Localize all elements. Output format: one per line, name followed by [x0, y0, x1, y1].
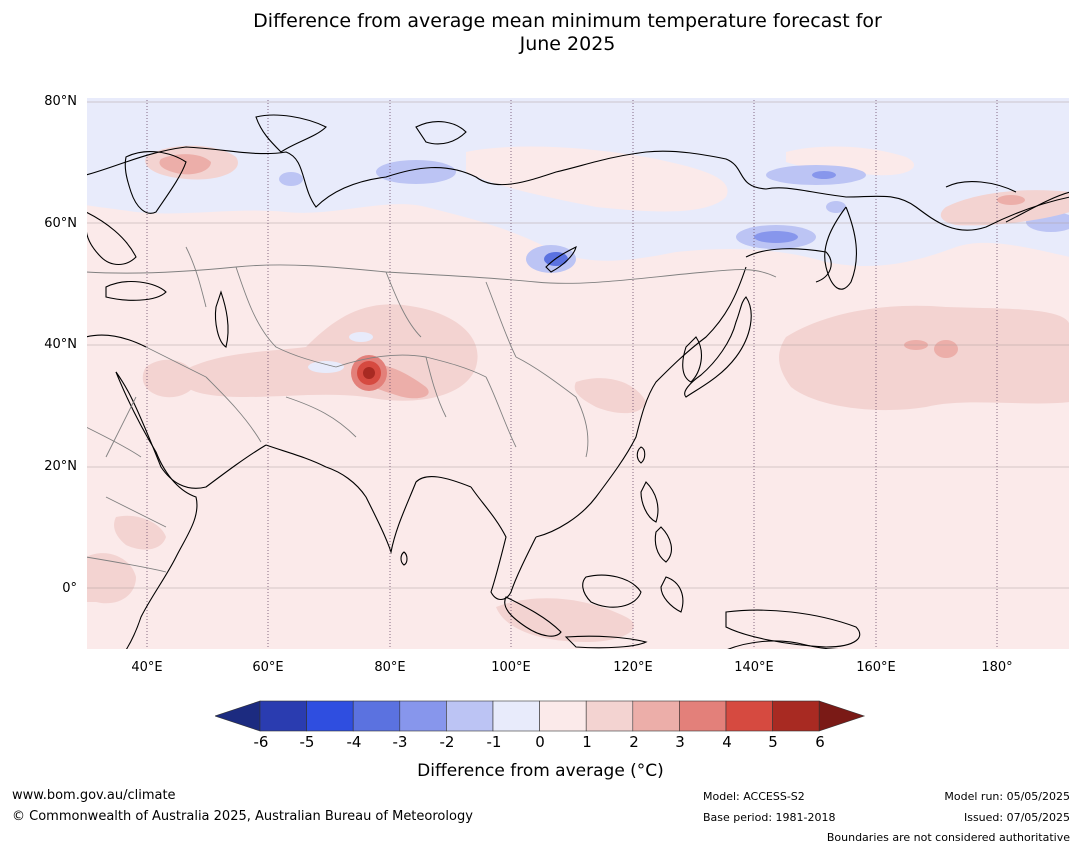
title-line-1: Difference from average mean minimum tem… — [253, 10, 882, 32]
anomaly-warm-alaska — [940, 190, 1070, 226]
map-border — [86, 97, 1070, 650]
lon-label-100e: 100°E — [491, 660, 531, 675]
anomaly-hotspot-core — [363, 367, 375, 379]
footer-base-period: Base period: 1981-2018 — [703, 811, 836, 824]
colorbar-label: Difference from average (°C) — [417, 761, 664, 781]
country-boundaries — [86, 246, 777, 573]
anomaly-warm-arabia — [142, 359, 196, 398]
colorbar-cell — [725, 700, 773, 732]
lon-label-180: 180° — [981, 660, 1013, 675]
colorbar-extend-high — [818, 700, 866, 732]
anomaly-cool-core-1 — [376, 160, 456, 184]
anomaly-cool-core-5 — [754, 231, 798, 243]
lon-label-140e: 140°E — [734, 660, 774, 675]
colorbar-tick-3: 3 — [675, 733, 685, 751]
colorbar-extend-low — [215, 700, 261, 732]
colorbar-cell — [539, 700, 587, 732]
lat-label-40n: 40°N — [44, 337, 77, 352]
anomaly-cool-core-3 — [812, 171, 836, 179]
lon-label-40e: 40°E — [131, 660, 163, 675]
colorbar-cell — [399, 700, 447, 732]
colorbar-tick-4: 4 — [722, 733, 732, 751]
colorbar-tick-m3: -3 — [392, 733, 408, 751]
lat-label-80n: 80°N — [44, 94, 77, 109]
colorbar-cell — [492, 700, 540, 732]
anomaly-warm-pacific — [779, 305, 1070, 411]
colorbar-tick-m6: -6 — [253, 733, 269, 751]
colorbar-cell — [772, 700, 820, 732]
footer-model: Model: ACCESS-S2 — [703, 790, 805, 803]
anomaly-cool-pamir — [308, 361, 344, 373]
colorbar-cell — [259, 700, 307, 732]
anomaly-warm-china — [574, 378, 646, 414]
anomaly-warm-africa-2 — [114, 515, 166, 550]
coastlines — [86, 114, 1070, 650]
colorbar-tick-6: 6 — [815, 733, 825, 751]
lon-label-120e: 120°E — [613, 660, 653, 675]
anomaly-cool-core-9 — [826, 201, 846, 213]
latitude-gridlines — [86, 101, 1070, 589]
map-title: Difference from average mean minimum tem… — [0, 10, 1081, 56]
colorbar-tick-m4: -4 — [346, 733, 362, 751]
anomaly-warm-alaska-core — [997, 195, 1025, 205]
footer-disclaimer: Boundaries are not considered authoritat… — [826, 831, 1070, 844]
title-line-2: June 2025 — [519, 33, 616, 55]
forecast-map — [86, 97, 1070, 650]
anomaly-warm-africa — [86, 553, 136, 604]
colorbar-tick-m5: -5 — [299, 733, 315, 751]
footer-copyright: © Commonwealth of Australia 2025, Austra… — [12, 809, 473, 824]
colorbar-tick-5: 5 — [768, 733, 778, 751]
colorbar-tick-m2: -2 — [439, 733, 455, 751]
colorbar-cell — [585, 700, 634, 732]
colorbar-cells — [215, 700, 866, 732]
colorbar-cell — [632, 700, 680, 732]
colorbar-cell — [352, 700, 401, 732]
anomaly-cool-core-8 — [279, 172, 303, 186]
colorbar-tick-m1: -1 — [486, 733, 502, 751]
lon-label-80e: 80°E — [374, 660, 406, 675]
lat-label-20n: 20°N — [44, 459, 77, 474]
anomaly-warm-siberia — [466, 146, 728, 212]
map-canvas — [86, 97, 1070, 650]
lat-label-0: 0° — [62, 581, 77, 596]
colorbar — [215, 700, 866, 732]
footer-model-run: Model run: 05/05/2025 — [944, 790, 1070, 803]
footer-issued: Issued: 07/05/2025 — [963, 811, 1070, 824]
lon-label-60e: 60°E — [252, 660, 284, 675]
colorbar-tick-1: 1 — [582, 733, 592, 751]
longitude-gridlines — [146, 97, 998, 650]
colorbar-tick-2: 2 — [629, 733, 639, 751]
colorbar-cell — [679, 700, 727, 732]
lon-label-160e: 160°E — [856, 660, 896, 675]
lat-label-60n: 60°N — [44, 216, 77, 231]
colorbar-cell — [306, 700, 354, 732]
anomaly-cool-tianshan — [349, 332, 373, 342]
footer-website: www.bom.gov.au/climate — [12, 788, 176, 803]
colorbar-tick-0: 0 — [535, 733, 545, 751]
colorbar-cell — [446, 700, 494, 732]
anomaly-warm-pacific-core — [934, 340, 958, 358]
